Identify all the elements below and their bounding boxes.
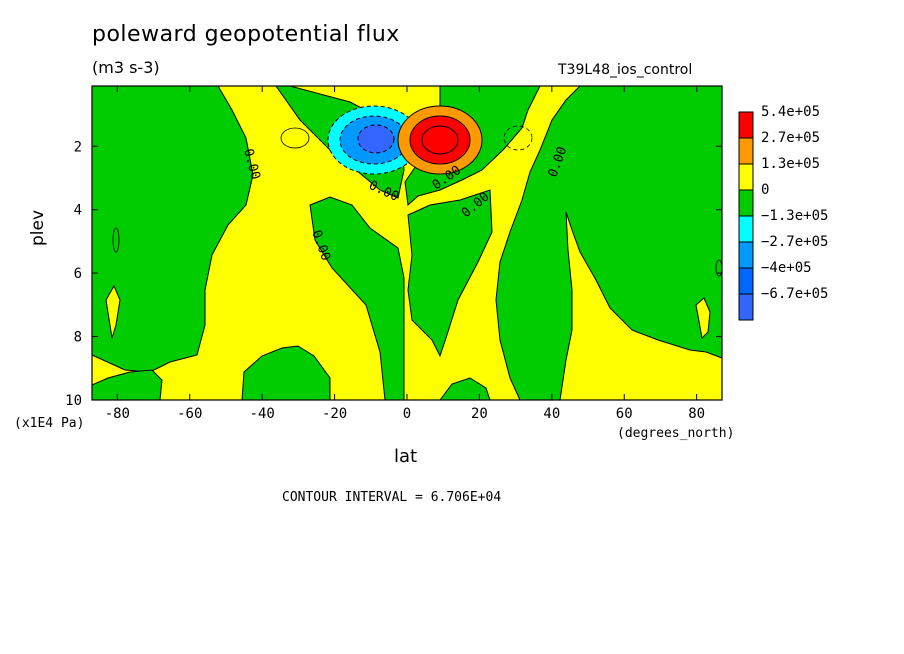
- x-tick-label: 40: [543, 406, 560, 422]
- colorbar-swatch: [738, 293, 754, 321]
- negative-core-inner: [357, 124, 395, 154]
- positive-core-contour: [421, 125, 459, 155]
- x-tick-label: -20: [322, 406, 347, 422]
- x-tick-label: -40: [250, 406, 275, 422]
- colorbar-swatch: [738, 137, 754, 165]
- chart-units: (m3 s-3): [92, 58, 160, 77]
- colorbar-swatch: [738, 215, 754, 243]
- colorbar-label: 5.4e+05: [761, 104, 820, 120]
- weak-contour-1: [280, 127, 310, 149]
- y-tick-label: 4: [74, 203, 82, 219]
- colorbar-label: 0: [761, 182, 769, 198]
- colorbar-swatch: [738, 111, 754, 139]
- run-label: T39L48_ios_control: [558, 62, 693, 78]
- y-tick-label: 8: [74, 330, 82, 346]
- weak-contour-3: [112, 227, 120, 253]
- colorbar-label: −1.3e+05: [761, 208, 828, 224]
- axes: -80 -60 -40 -20 0 20 40 60 80 2 4 6 8 10: [65, 86, 722, 422]
- positive-pocket-west: [105, 284, 121, 339]
- chart-title: poleward geopotential flux: [92, 22, 400, 47]
- x-tick-label: 20: [471, 406, 488, 422]
- negative-region-mid-north: [407, 189, 493, 358]
- colorbar-swatch: [738, 267, 754, 295]
- colorbar-swatch: [738, 241, 754, 269]
- y-tick-label: 6: [74, 266, 82, 282]
- x-tick-label: 60: [616, 406, 633, 422]
- y-tick-label: 10: [65, 393, 82, 409]
- negative-region-lower-south: [241, 345, 331, 401]
- colorbar-label: −6.7e+05: [761, 286, 828, 302]
- x-axis-unit: (degrees_north): [617, 426, 735, 441]
- x-tick-label: -80: [105, 406, 130, 422]
- weak-contour-2: [503, 125, 533, 151]
- colorbar-label: 1.3e+05: [761, 156, 820, 172]
- x-tick-label: 0: [403, 406, 411, 422]
- colorbar: 5.4e+05 2.7e+05 1.3e+05 0 −1.3e+05 −2.7e+05 −4…: [738, 104, 828, 321]
- colorbar-swatch: [738, 163, 754, 191]
- y-tick-label: 2: [74, 139, 82, 155]
- colorbar-label: −4e+05: [761, 260, 812, 276]
- negative-region-north: [495, 85, 723, 401]
- positive-core-inner: [409, 115, 471, 165]
- colorbar-label: −2.7e+05: [761, 234, 828, 250]
- x-tick-label: 80: [688, 406, 705, 422]
- positive-pocket-north: [695, 297, 711, 340]
- x-axis-label: lat: [394, 446, 418, 467]
- colorbar-label: 2.7e+05: [761, 130, 820, 146]
- y-axis-unit: (x1E4 Pa): [14, 416, 85, 431]
- colorbar-swatch: [738, 189, 754, 217]
- contour-interval: CONTOUR INTERVAL = 6.706E+04: [282, 490, 502, 505]
- x-tick-label: -60: [177, 406, 202, 422]
